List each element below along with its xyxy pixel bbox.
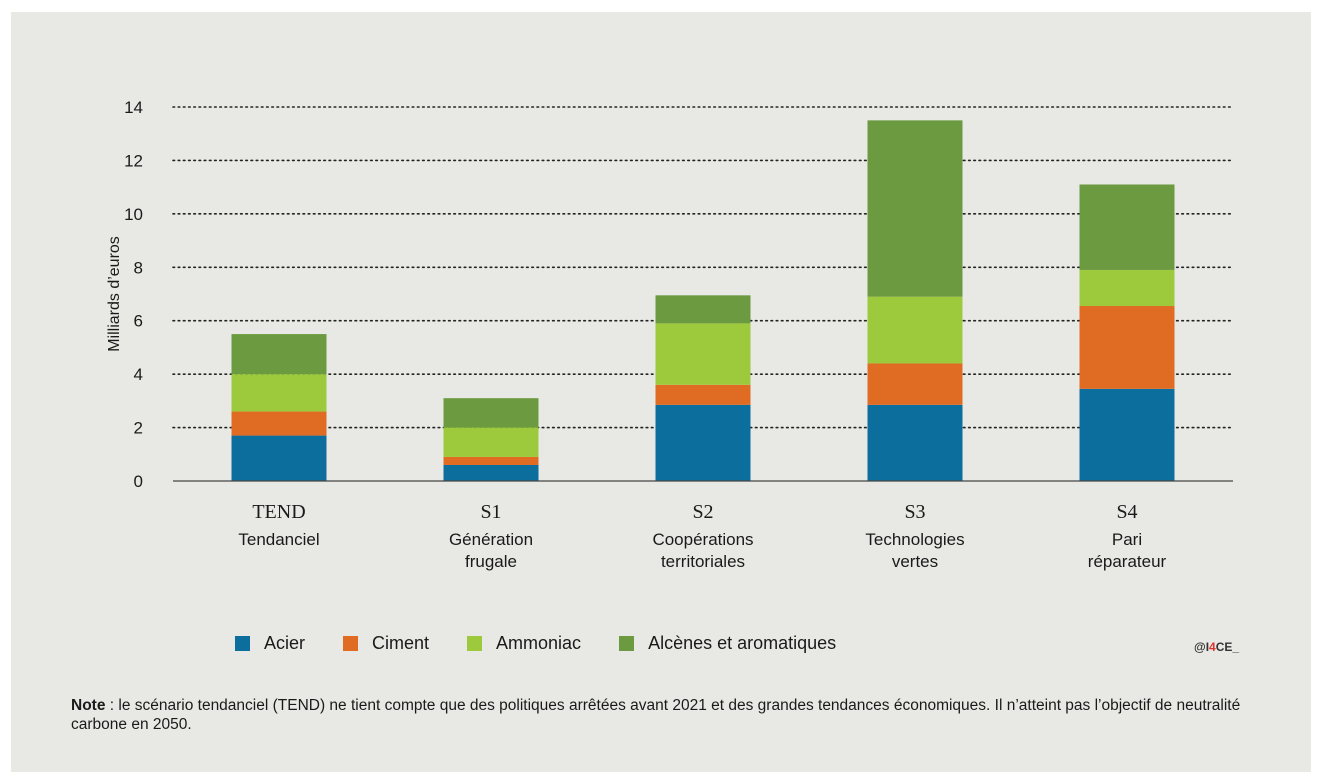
legend-swatch bbox=[235, 636, 250, 651]
chart-panel: 0 2 4 6 8 10 12 14 Milliards d’euros TEND Tendanci… bbox=[11, 12, 1311, 772]
chart-legend: Acier Ciment Ammoniac Alcènes et aromatique… bbox=[235, 633, 874, 654]
x-category-code: S4 bbox=[1116, 501, 1137, 523]
x-category-code: S3 bbox=[904, 501, 925, 523]
legend-swatch bbox=[343, 636, 359, 651]
bar-segment bbox=[655, 384, 751, 405]
x-category-code: S2 bbox=[692, 501, 713, 523]
credit-suffix: CE_ bbox=[1215, 640, 1240, 654]
bar-segment bbox=[867, 363, 963, 405]
bar-segment bbox=[1079, 306, 1175, 389]
y-tick-label: 12 bbox=[124, 151, 143, 170]
legend-label: Acier bbox=[264, 633, 306, 653]
bar-segment bbox=[443, 456, 539, 465]
bar-segment bbox=[655, 404, 751, 481]
x-category-name: territoriales bbox=[661, 552, 745, 571]
credit-accent: 4 bbox=[1209, 640, 1216, 654]
x-category-name: réparateur bbox=[1088, 552, 1167, 571]
x-category-name: Génération bbox=[449, 530, 533, 549]
bar-segment bbox=[867, 296, 963, 364]
legend-item: Ciment bbox=[343, 633, 429, 654]
x-category-name: Technologies bbox=[865, 530, 964, 549]
y-tick-label: 0 bbox=[134, 472, 143, 491]
y-axis-title: Milliards d’euros bbox=[106, 236, 123, 352]
bar-segment bbox=[1079, 269, 1175, 307]
legend-label: Ammoniac bbox=[496, 633, 582, 653]
legend-label: Ciment bbox=[372, 633, 430, 653]
bar-segment bbox=[1079, 388, 1175, 481]
legend-swatch bbox=[619, 636, 635, 651]
bar-segment bbox=[655, 323, 751, 385]
bar-segment bbox=[443, 427, 539, 457]
bar-segment bbox=[231, 374, 327, 412]
bar-segment bbox=[655, 295, 751, 324]
x-category-name: vertes bbox=[892, 552, 938, 571]
credit-prefix: @I bbox=[1194, 640, 1210, 654]
x-category-name: Tendanciel bbox=[238, 530, 319, 549]
bar-segment bbox=[231, 334, 327, 375]
chart-note: Note : le scénario tendanciel (TEND) ne … bbox=[71, 696, 1271, 734]
x-category-code: TEND bbox=[252, 501, 305, 523]
x-category-code: S1 bbox=[480, 501, 501, 523]
note-label: Note bbox=[71, 697, 106, 714]
y-tick-label: 2 bbox=[134, 419, 143, 438]
bar-segment bbox=[1079, 184, 1175, 270]
legend-item: Alcènes et aromatiques bbox=[619, 633, 836, 654]
stacked-bar-chart: 0 2 4 6 8 10 12 14 Milliards d’euros TEND Tendanci… bbox=[106, 98, 1234, 571]
y-tick-label: 10 bbox=[124, 205, 143, 224]
y-tick-label: 6 bbox=[134, 312, 143, 331]
legend-item: Acier bbox=[235, 633, 305, 654]
note-text: : le scénario tendanciel (TEND) ne tient… bbox=[71, 697, 1241, 733]
legend-label: Alcènes et aromatiques bbox=[648, 633, 837, 653]
y-tick-label: 14 bbox=[124, 98, 143, 117]
bar-segment bbox=[443, 464, 539, 481]
legend-swatch bbox=[467, 636, 483, 651]
bar-segment bbox=[443, 398, 539, 428]
x-category-name: Pari bbox=[1112, 530, 1142, 549]
bar-segment bbox=[231, 411, 327, 436]
bar-segment bbox=[867, 404, 963, 481]
bar-segment bbox=[231, 435, 327, 481]
bar-segment bbox=[867, 120, 963, 297]
x-category-name: frugale bbox=[465, 552, 517, 571]
source-credit: @I4CE_ bbox=[1194, 640, 1239, 654]
x-category-name: Coopérations bbox=[652, 530, 753, 549]
y-tick-label: 4 bbox=[134, 365, 143, 384]
y-tick-label: 8 bbox=[134, 258, 143, 277]
legend-item: Ammoniac bbox=[467, 633, 581, 654]
